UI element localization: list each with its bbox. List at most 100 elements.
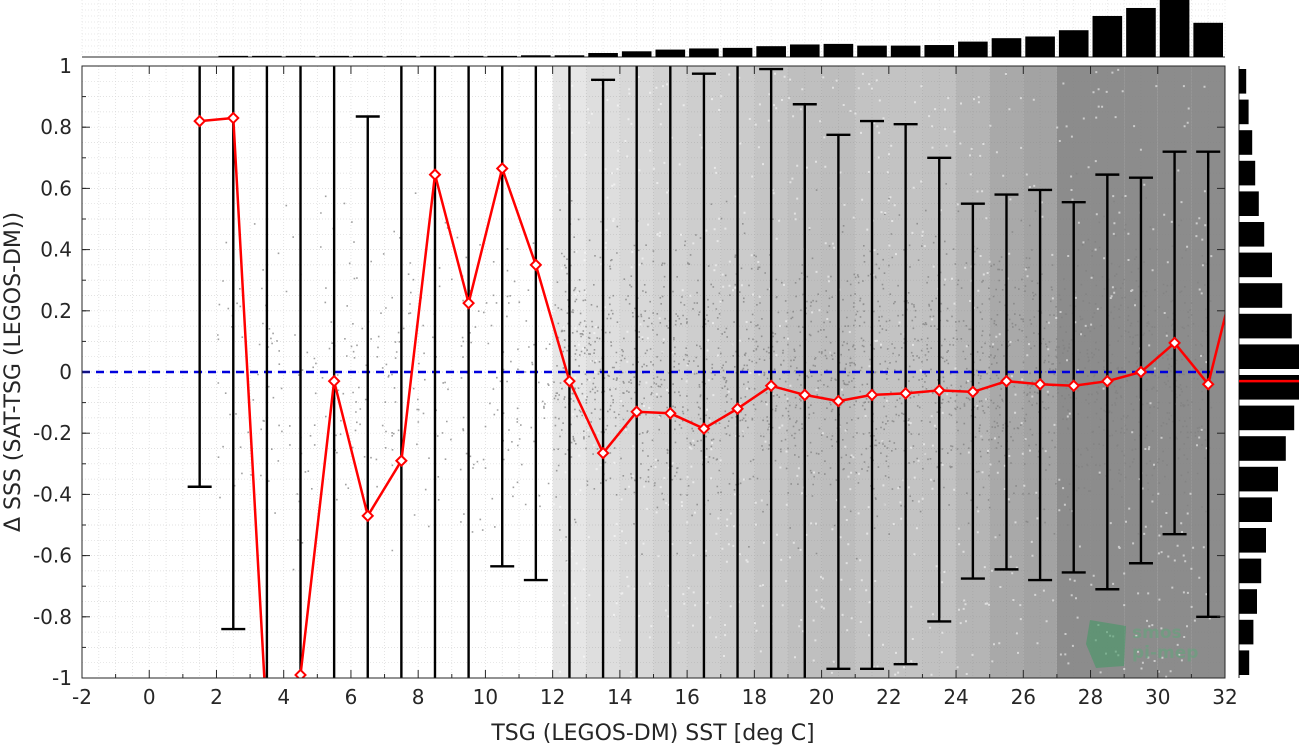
top-hist-bar xyxy=(621,51,652,57)
right-hist-bar xyxy=(1239,344,1299,369)
mean-marker xyxy=(697,422,711,436)
right-hist-bar xyxy=(1239,283,1283,308)
mean-marker xyxy=(361,509,375,523)
y-tick-label: -0.2 xyxy=(33,421,72,445)
x-tick-label: 24 xyxy=(943,685,968,709)
right-hist-bar xyxy=(1239,497,1272,522)
y-tick-label: 0.2 xyxy=(40,299,72,323)
right-hist-bar xyxy=(1239,222,1265,247)
top-hist-bar xyxy=(521,55,551,57)
right-hist-bar xyxy=(1239,99,1249,125)
right-hist-bar xyxy=(1239,650,1250,675)
top-hist-bar xyxy=(789,44,820,57)
right-hist-bar xyxy=(1239,619,1254,645)
x-tick-label: 8 xyxy=(412,685,425,709)
mean-marker xyxy=(1033,377,1047,391)
y-tick-label: -0.6 xyxy=(33,544,72,568)
right-hist-bar xyxy=(1239,130,1253,155)
mean-marker xyxy=(899,387,913,400)
mean-marker xyxy=(663,406,677,420)
x-tick-label: 12 xyxy=(540,685,565,709)
mean-marker xyxy=(394,454,408,468)
y-tick-label: 0 xyxy=(59,360,72,384)
x-tick-label: 18 xyxy=(742,685,767,709)
mean-marker xyxy=(327,374,341,388)
right-histogram xyxy=(1238,66,1299,678)
top-hist-bar xyxy=(823,43,854,57)
y-tick-label: 0.4 xyxy=(40,238,72,262)
mean-marker xyxy=(1067,379,1081,393)
top-hist-bar xyxy=(1126,7,1156,58)
top-hist-bar xyxy=(857,45,887,57)
mean-marker xyxy=(462,296,476,310)
top-hist-bar xyxy=(285,55,316,57)
mean-marker xyxy=(495,162,509,175)
top-hist-bar xyxy=(420,55,450,57)
mean-marker xyxy=(966,385,980,399)
mean-marker xyxy=(596,446,610,460)
top-hist-bar xyxy=(924,45,955,57)
x-tick-label: 28 xyxy=(1078,685,1103,709)
x-tick-label: 14 xyxy=(607,685,632,709)
top-hist-bar xyxy=(958,41,988,57)
x-tick-label: 4 xyxy=(277,685,290,709)
mean-marker xyxy=(428,168,442,182)
right-hist-bar xyxy=(1239,375,1299,400)
right-hist-bar xyxy=(1239,313,1292,339)
top-hist-bar xyxy=(890,45,921,57)
top-hist-bar xyxy=(588,53,618,57)
mean-marker xyxy=(932,383,946,397)
top-hist-bar xyxy=(1193,22,1223,57)
x-tick-label: 16 xyxy=(674,685,699,709)
y-tick-label: -0.4 xyxy=(33,482,72,506)
top-hist-bar xyxy=(252,55,282,57)
logo-line1: smos xyxy=(1132,623,1182,643)
top-hist-bar xyxy=(487,55,518,57)
top-hist-bar xyxy=(1058,30,1089,57)
logo-line2: pi-mep xyxy=(1132,643,1198,663)
right-hist-bar xyxy=(1239,160,1256,186)
x-tick-label: 32 xyxy=(1212,685,1237,709)
y-tick-label: -1 xyxy=(52,666,72,690)
top-hist-bar xyxy=(1025,36,1055,57)
top-hist-bar xyxy=(722,47,753,57)
logo-shape xyxy=(1086,620,1126,668)
y-axis-ticks: -1 -0.8 -0.6 -0.4 -0.2 0 0.2 0.4 0.6 0.8 1 xyxy=(33,54,1225,690)
mean-marker xyxy=(193,114,207,128)
mean-marker xyxy=(563,374,576,388)
y-tick-label: 1 xyxy=(59,54,72,78)
x-tick-label: -2 xyxy=(72,685,92,709)
top-hist-bar xyxy=(554,55,585,57)
x-tick-label: 10 xyxy=(473,685,498,709)
top-hist-bar xyxy=(352,55,383,57)
x-tick-label: 20 xyxy=(809,685,834,709)
x-tick-label: 22 xyxy=(876,685,901,709)
top-hist-bar xyxy=(1092,15,1123,58)
mean-marker xyxy=(798,388,812,402)
mean-marker xyxy=(1168,336,1181,350)
y-tick-label: -0.8 xyxy=(33,605,72,629)
right-hist-bar xyxy=(1239,405,1295,431)
mean-marker xyxy=(226,111,240,125)
y-tick-label: 0.8 xyxy=(40,115,72,139)
mean-marker xyxy=(1100,374,1114,388)
mean-marker xyxy=(731,402,744,416)
right-hist-bar xyxy=(1239,69,1247,94)
top-hist-bar xyxy=(756,46,786,57)
mean-marker xyxy=(865,388,879,402)
y-axis-label: Δ SSS (SAT-TSG (LEGOS-DM)) xyxy=(1,212,26,532)
top-hist-bar xyxy=(319,55,349,57)
right-hist-bar xyxy=(1239,558,1262,584)
y-tick-label: 0.6 xyxy=(40,176,72,200)
top-hist-bar xyxy=(991,38,1022,57)
top-hist-bar xyxy=(655,49,686,57)
x-tick-label: 26 xyxy=(1011,685,1036,709)
right-hist-bar xyxy=(1239,589,1257,614)
mean-marker xyxy=(1134,365,1148,379)
x-tick-label: 0 xyxy=(143,685,156,709)
x-tick-label: 6 xyxy=(345,685,358,709)
smos-pimep-logo: smos pi-mep xyxy=(1086,620,1198,668)
right-hist-bar xyxy=(1239,191,1259,216)
